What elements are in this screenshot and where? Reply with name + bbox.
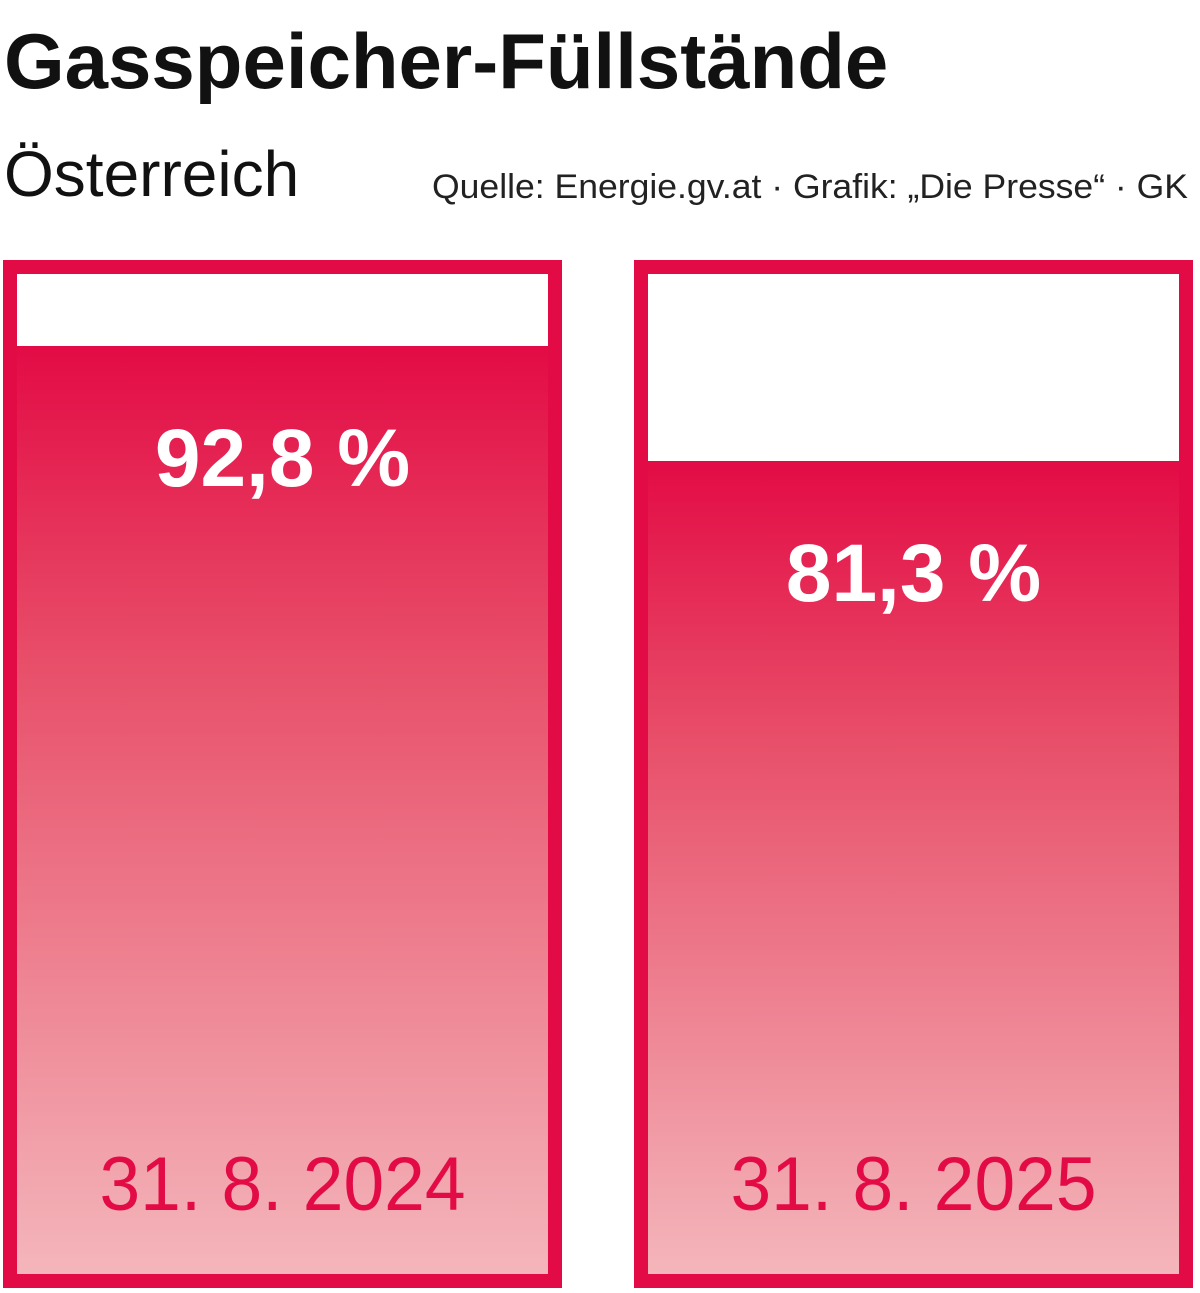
bar (648, 461, 1179, 1274)
x-tick-label: 31. 8. 2025 (731, 1142, 1097, 1227)
bar (17, 346, 548, 1274)
chart-title: Gasspeicher-Füllstände (4, 17, 888, 105)
source-note: Quelle: Energie.gv.at · Grafik: „Die Pre… (432, 168, 1188, 206)
chart-subtitle: Österreich (4, 138, 299, 210)
value-label: 81,3 % (786, 528, 1041, 619)
value-label: 92,8 % (155, 413, 410, 504)
x-tick-label: 31. 8. 2024 (100, 1142, 466, 1227)
tank-frame (3, 260, 562, 1288)
tank-frame (634, 260, 1193, 1288)
